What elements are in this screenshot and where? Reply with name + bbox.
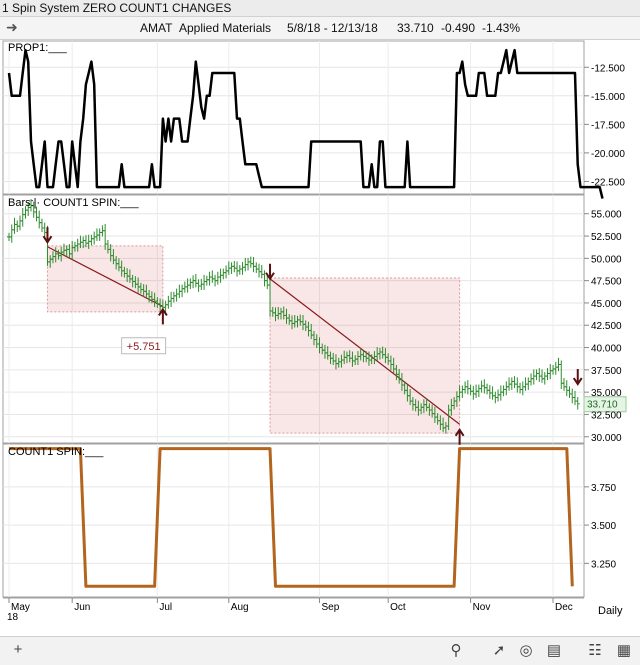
y-tick-label: 52.500	[591, 232, 622, 243]
y-tick-label: 3.500	[591, 521, 616, 532]
price-change: -0.490	[441, 21, 476, 35]
sell-arrow-icon	[572, 369, 583, 386]
y-tick-label: 3.750	[591, 483, 616, 494]
chart-area[interactable]: +5.751 33.710 -12.500 -15.000 -17.500 -20.00…	[0, 40, 640, 636]
line-chart-icon[interactable]: ➚	[492, 642, 506, 659]
y-tick-label: -22.500	[591, 177, 625, 188]
year-label: 18	[7, 612, 19, 623]
symbol-ticker[interactable]: AMAT	[140, 21, 173, 35]
x-tick-label: Aug	[231, 602, 249, 613]
compass-icon[interactable]: ◎	[519, 642, 533, 659]
bottom-toolbar: + ⚲ ➚ ◎ ▤ ☷ ▦	[0, 636, 640, 665]
buy-arrow-icon	[454, 428, 465, 445]
panel-icon[interactable]: ▤	[546, 642, 562, 659]
period-label[interactable]: Daily	[598, 605, 623, 617]
forward-arrow-icon[interactable]: ➜	[6, 19, 18, 35]
y-tick-label: 3.250	[591, 559, 616, 570]
count1-panel-frame	[2, 443, 585, 598]
last-price-tag: 33.710	[583, 396, 627, 413]
y-tick-label: 55.000	[591, 210, 622, 221]
y-tick-label: 47.500	[591, 277, 622, 288]
x-tick-label: May	[11, 602, 30, 613]
book-icon[interactable]: ☷	[588, 642, 602, 659]
x-tick-label: Nov	[473, 602, 491, 613]
y-tick-label: 37.500	[591, 366, 622, 377]
count1-spin-series-line	[9, 447, 574, 588]
buy-arrow-icon	[158, 307, 168, 325]
svg-text:33.710: 33.710	[587, 400, 618, 411]
bars-panel-label: Bars:|· COUNT1 SPIN:___	[8, 197, 139, 209]
y-tick-label: 40.000	[591, 344, 622, 355]
sell-arrow-icon	[42, 227, 53, 244]
date-range[interactable]: 5/8/18 - 12/13/18	[287, 21, 378, 35]
y-tick-label: -12.500	[591, 63, 625, 74]
last-price: 33.710	[397, 21, 434, 35]
prop1-panel-label: PROP1:___	[8, 42, 68, 54]
grid-icon[interactable]: ▦	[616, 642, 632, 659]
profit-annotation: +5.751	[121, 337, 167, 355]
x-tick-label: Jul	[159, 602, 172, 613]
company-name: Applied Materials	[179, 21, 272, 35]
window-titlebar: 1 Spin System ZERO COUNT1 CHANGES	[0, 0, 640, 17]
y-tick-label: 35.000	[591, 388, 622, 399]
y-tick-label: -15.000	[591, 92, 625, 103]
price-bar	[575, 397, 580, 410]
trade-line	[269, 278, 460, 425]
svg-text:+5.751: +5.751	[127, 341, 161, 353]
magnifier-icon[interactable]: ⚲	[450, 642, 462, 659]
sell-arrow-icon	[265, 263, 275, 281]
x-tick-label: Sep	[321, 602, 339, 613]
window-title: 1 Spin System ZERO COUNT1 CHANGES	[2, 1, 232, 15]
y-tick-label: 42.500	[591, 321, 622, 332]
prop1-series-line	[7, 48, 604, 199]
plus-icon[interactable]: +	[13, 641, 23, 658]
y-tick-label: 50.000	[591, 254, 622, 265]
symbol-toolbar: ➜ AMAT Applied Materials 5/8/18 - 12/13/…	[0, 17, 640, 40]
y-tick-label: 32.500	[591, 410, 622, 421]
prop1-panel-frame	[2, 40, 585, 195]
y-tick-label: -17.500	[591, 120, 625, 131]
price-change-percent: -1.43%	[482, 21, 521, 35]
y-tick-label: 30.000	[591, 433, 622, 444]
y-tick-label: 45.000	[591, 299, 622, 310]
y-tick-label: -20.000	[591, 149, 625, 160]
count1-panel-label: COUNT1 SPIN:___	[8, 446, 104, 458]
x-tick-label: Jun	[74, 602, 90, 613]
x-tick-label: Oct	[390, 602, 406, 613]
x-tick-label: Dec	[555, 602, 573, 613]
